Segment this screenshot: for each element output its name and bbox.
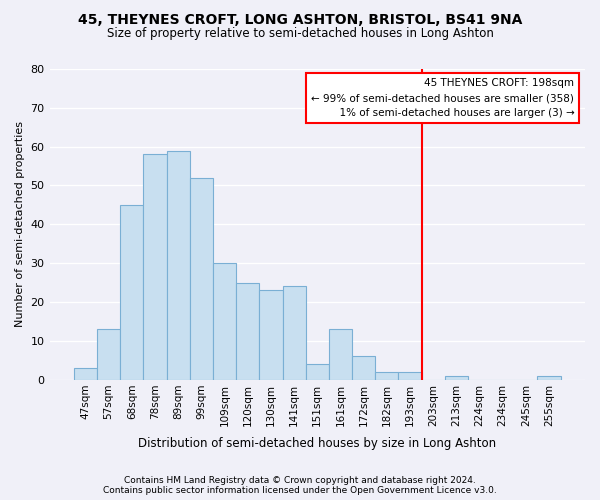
Text: Contains public sector information licensed under the Open Government Licence v3: Contains public sector information licen… [103, 486, 497, 495]
Bar [97, 329, 120, 380]
Bar [74, 368, 97, 380]
Bar [375, 372, 398, 380]
Bar [190, 178, 213, 380]
Bar [236, 282, 259, 380]
Bar [283, 286, 305, 380]
Bar [305, 364, 329, 380]
Text: Size of property relative to semi-detached houses in Long Ashton: Size of property relative to semi-detach… [107, 28, 493, 40]
Bar [167, 150, 190, 380]
Bar [538, 376, 560, 380]
X-axis label: Distribution of semi-detached houses by size in Long Ashton: Distribution of semi-detached houses by … [138, 437, 496, 450]
Bar [329, 329, 352, 380]
Text: 45, THEYNES CROFT, LONG ASHTON, BRISTOL, BS41 9NA: 45, THEYNES CROFT, LONG ASHTON, BRISTOL,… [78, 12, 522, 26]
Text: 45 THEYNES CROFT: 198sqm
← 99% of semi-detached houses are smaller (358)
  1% of: 45 THEYNES CROFT: 198sqm ← 99% of semi-d… [311, 78, 574, 118]
Bar [120, 205, 143, 380]
Bar [445, 376, 468, 380]
Bar [259, 290, 283, 380]
Y-axis label: Number of semi-detached properties: Number of semi-detached properties [15, 122, 25, 328]
Bar [213, 263, 236, 380]
Bar [352, 356, 375, 380]
Bar [398, 372, 422, 380]
Bar [143, 154, 167, 380]
Text: Contains HM Land Registry data © Crown copyright and database right 2024.: Contains HM Land Registry data © Crown c… [124, 476, 476, 485]
